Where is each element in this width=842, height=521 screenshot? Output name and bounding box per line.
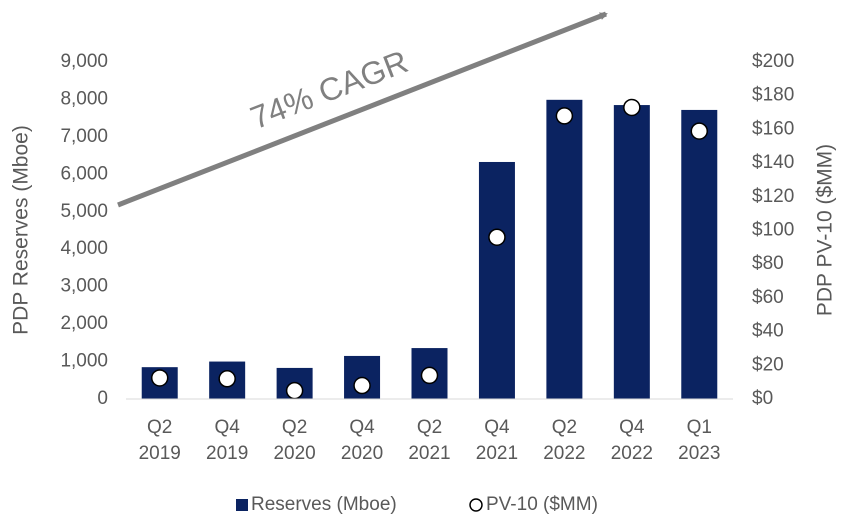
y-axis-title: PDP Reserves (Mboe) [10, 125, 33, 335]
cagr-arrow [117, 11, 608, 208]
y-tick-label: 6,000 [60, 163, 108, 184]
bar [478, 161, 515, 399]
y-tick-label: 4,000 [60, 238, 108, 259]
bar [613, 105, 650, 400]
y2-axis-title: PDP PV-10 ($MM) [814, 144, 837, 316]
x-tick-label: Q4 [619, 417, 645, 438]
legend-swatch [236, 499, 248, 511]
y-tick-label: 0 [97, 388, 108, 409]
dot [353, 376, 371, 395]
x-tick-label: 2023 [678, 443, 720, 464]
legend-swatch [469, 498, 483, 512]
y2-tick-label: $120 [752, 186, 794, 207]
y2-tick-label: $200 [752, 51, 794, 72]
dot [285, 381, 304, 400]
y2-tick-label: $100 [752, 220, 794, 241]
x-tick-label: 2019 [139, 443, 181, 464]
legend-label: Reserves (Mboe) [251, 494, 397, 515]
x-tick-label: 2022 [543, 443, 585, 464]
x-tick-label: 2020 [341, 443, 383, 464]
y-tick-label: 2,000 [60, 313, 108, 334]
y2-tick-label: $0 [752, 388, 773, 409]
x-tick-label: Q4 [484, 417, 510, 438]
y2-tick-label: $80 [752, 253, 784, 274]
bar [681, 109, 718, 399]
dot [623, 98, 641, 117]
y-tick-label: 1,000 [60, 351, 108, 372]
x-tick-label: 2021 [476, 443, 518, 464]
x-tick-label: Q2 [417, 417, 442, 438]
y2-tick-label: $140 [752, 152, 794, 173]
bar [546, 99, 583, 400]
y2-tick-label: $180 [752, 85, 794, 106]
x-tick-label: 2019 [206, 443, 248, 464]
x-tick-label: 2022 [611, 443, 653, 464]
y2-tick-label: $20 [752, 354, 784, 375]
dot [488, 228, 506, 246]
x-tick-label: Q2 [552, 417, 577, 438]
x-tick-label: Q2 [282, 417, 307, 438]
x-tick-label: Q4 [349, 417, 375, 438]
y2-tick-label: $160 [752, 118, 794, 139]
dot [420, 366, 439, 385]
legend-label: PV-10 ($MM) [486, 494, 598, 515]
dot [218, 370, 236, 388]
y-tick-label: 8,000 [60, 88, 108, 109]
x-tick-label: Q4 [214, 417, 240, 438]
dot [690, 122, 709, 140]
dot [150, 369, 169, 387]
y2-tick-label: $40 [752, 321, 784, 342]
x-tick-label: 2021 [408, 443, 450, 464]
y2-tick-label: $60 [752, 287, 784, 308]
dot [555, 107, 574, 125]
y-tick-label: 5,000 [60, 201, 108, 222]
y-tick-label: 9,000 [60, 51, 108, 72]
y-tick-label: 7,000 [60, 126, 108, 147]
x-tick-label: 2020 [273, 443, 315, 464]
x-tick-label: Q1 [687, 417, 712, 438]
y-tick-label: 3,000 [60, 276, 108, 297]
x-tick-label: Q2 [147, 417, 172, 438]
